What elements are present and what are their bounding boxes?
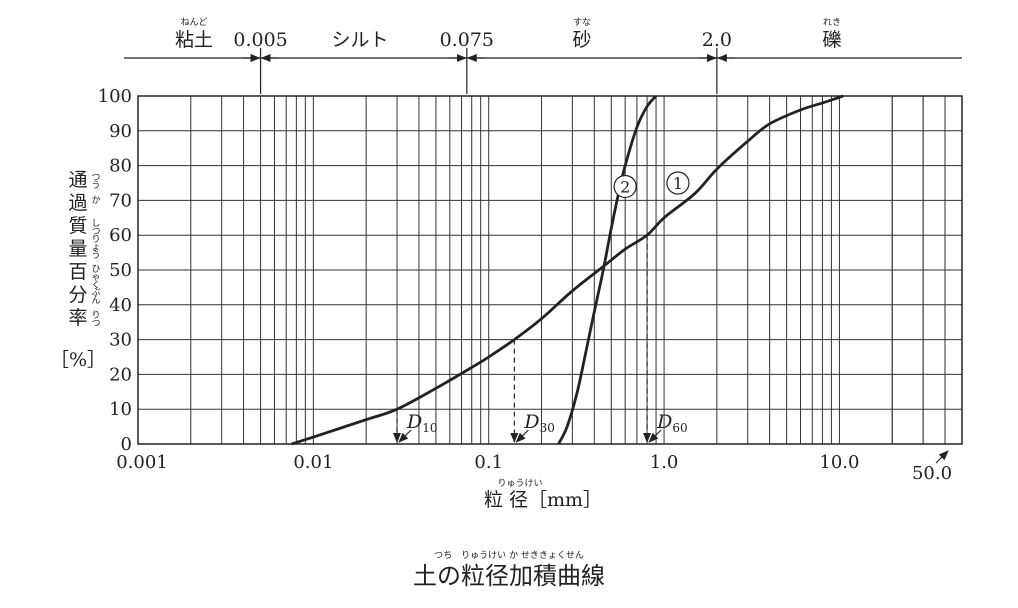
y-axis-label-ruby: し [91, 218, 100, 229]
y-axis-label-char: 百 [68, 261, 87, 283]
band-boundary-label: 0.005 [233, 29, 287, 51]
y-axis-label-ruby: つ [91, 227, 100, 237]
series-label: 1 [673, 174, 683, 193]
band-name-label: 粘土 [175, 29, 213, 51]
arrow-50 [935, 450, 949, 464]
x-axis-label: 粒 径［mm］ [484, 489, 602, 511]
y-axis-label-ruby: く [91, 281, 100, 291]
y-axis-label-ruby: ょ [91, 243, 100, 253]
chart-caption: 土の粒径加積曲線 [413, 562, 605, 590]
y-tick-label: 90 [109, 121, 132, 142]
d-label: D30 [523, 411, 555, 435]
y-tick-label: 10 [109, 399, 132, 420]
x-tick-label: 0.01 [293, 452, 333, 473]
d-pointer-arrow [515, 429, 529, 443]
x-tick-label: 50.0 [912, 463, 952, 484]
curve-series-2 [557, 95, 658, 445]
band-boundary-label: 2.0 [702, 29, 732, 51]
y-tick-label: 40 [109, 295, 132, 316]
y-axis-label-char: 過 [68, 192, 87, 214]
band-name-label: 礫 [822, 29, 841, 51]
y-axis-label-ruby: う [91, 250, 100, 261]
y-axis-label-ruby: ひ [91, 264, 100, 275]
series-label: 2 [620, 177, 630, 196]
d-label-subscript: 10 [422, 421, 437, 435]
x-axis-label-ruby: りゅうけい [497, 478, 542, 489]
x-tick-label: 10.0 [819, 452, 859, 473]
y-axis-label-ruby: う [91, 180, 100, 191]
y-axis-label-ruby: ゃ [91, 273, 100, 283]
y-axis-label-char: 通 [68, 169, 87, 191]
y-axis-label-char: 量 [68, 238, 87, 260]
d-label-subscript: 30 [540, 421, 555, 435]
y-tick-label: 80 [109, 156, 132, 177]
series-label-circle [613, 174, 637, 199]
x-tick-label: 0.1 [474, 452, 503, 473]
plot-frame [137, 95, 963, 445]
y-axis-label-ruby: り [91, 310, 100, 321]
band-boundary-label: 0.075 [440, 29, 494, 51]
band-name-ruby: れき [823, 17, 841, 28]
band-name-label: シルト [331, 29, 388, 51]
y-tick-label: 0 [121, 434, 132, 455]
y-tick-label: 70 [109, 190, 132, 211]
band-name-ruby: ねんど [181, 17, 208, 28]
d-label: D60 [656, 411, 688, 435]
d-pointer-arrow [648, 429, 662, 443]
y-axis-label-char: 率 [68, 307, 87, 329]
y-axis-label-ruby: か [91, 195, 100, 206]
y-axis-label-ruby: つ [91, 319, 100, 329]
y-axis-label-ruby: つ [91, 173, 100, 183]
y-axis-label-ruby: ん [91, 295, 100, 306]
y-tick-label: 60 [109, 225, 132, 246]
y-axis-unit: ［%］ [50, 349, 106, 371]
series-label-circle [666, 171, 690, 195]
chart-caption-ruby: つち りゅうけい か せききょくせん [434, 550, 584, 561]
d-label-subscript: 60 [672, 421, 687, 435]
y-axis-label-ruby: ぶ [91, 287, 100, 298]
y-tick-label: 30 [109, 330, 132, 351]
x-tick-label: 0.001 [116, 452, 168, 473]
d-pointer-arrow [398, 429, 412, 443]
y-axis-label-ruby: り [91, 234, 100, 245]
y-tick-label: 20 [109, 364, 132, 385]
band-name-ruby: すな [573, 17, 591, 28]
y-tick-label: 50 [109, 260, 132, 281]
x-tick-label: 1.0 [650, 452, 679, 473]
y-axis-label-char: 分 [68, 284, 87, 306]
band-name-label: 砂 [572, 29, 591, 51]
y-tick-label: 100 [98, 86, 132, 107]
d-label: D10 [406, 411, 438, 435]
y-axis-label-char: 質 [68, 215, 87, 237]
